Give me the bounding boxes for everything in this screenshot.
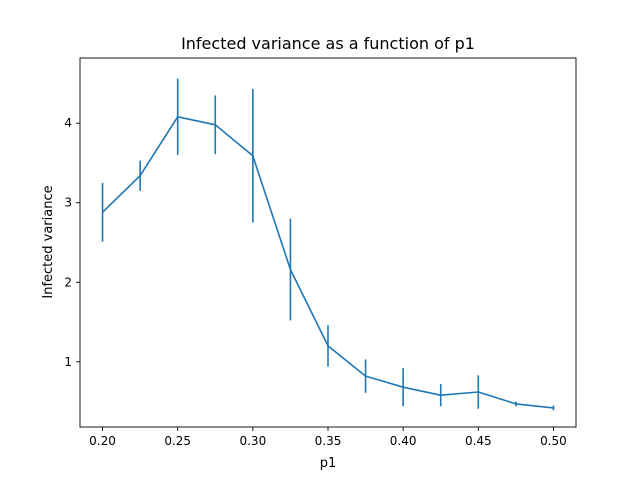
x-tick-label: 0.45 (465, 434, 492, 448)
x-tick-label: 0.50 (540, 434, 567, 448)
y-tick-label: 3 (64, 196, 72, 210)
x-axis-ticks: 0.20 0.25 0.30 0.35 0.40 0.45 0.50 (89, 427, 567, 448)
x-tick-label: 0.25 (164, 434, 191, 448)
chart-title: Infected variance as a function of p1 (181, 34, 475, 53)
x-tick-label: 0.40 (390, 434, 417, 448)
x-tick-label: 0.35 (315, 434, 342, 448)
x-axis-label: p1 (320, 456, 337, 471)
x-tick-label: 0.30 (239, 434, 266, 448)
y-tick-label: 1 (64, 355, 72, 369)
y-axis-label: Infected variance (41, 185, 56, 298)
series-line (101, 116, 554, 409)
x-tick-label: 0.20 (89, 434, 116, 448)
y-axis-ticks: 1 2 3 4 (64, 116, 80, 369)
y-tick-label: 2 (64, 275, 72, 289)
y-tick-label: 4 (64, 116, 72, 130)
